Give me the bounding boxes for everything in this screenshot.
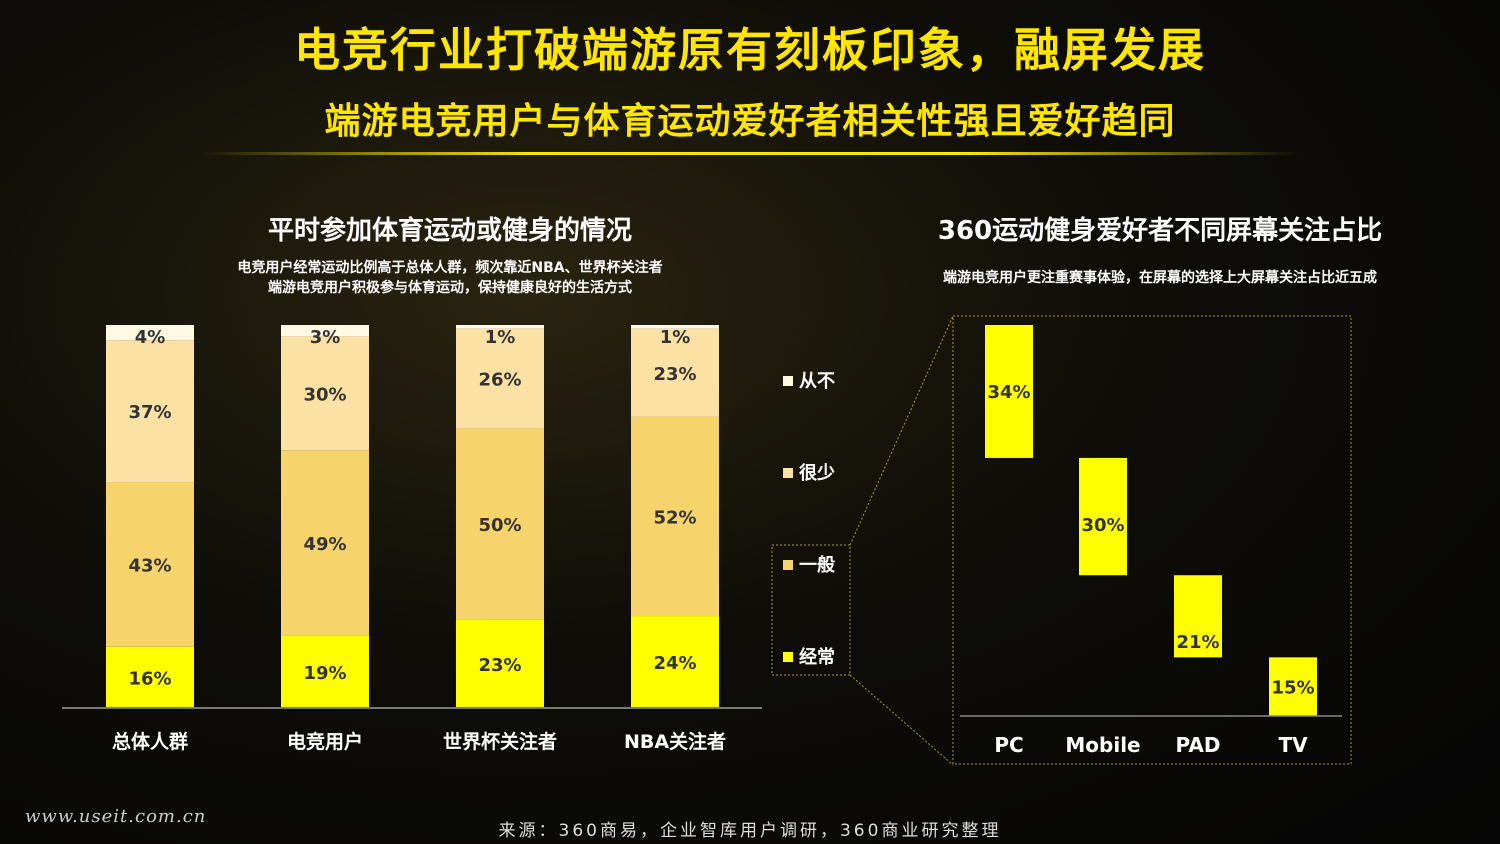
legend-label: 一般	[799, 554, 835, 576]
category-label: 电竞用户	[287, 730, 363, 753]
screen-category-label: TV	[1278, 733, 1308, 757]
data-label: 23%	[653, 364, 696, 385]
screen-data-label: 34%	[987, 382, 1030, 403]
bar-segment	[281, 325, 369, 337]
screen-bar	[1079, 457, 1127, 576]
bar-segment	[631, 328, 719, 417]
screen-bar	[1269, 657, 1317, 716]
data-label: 49%	[303, 534, 346, 555]
screen-category-label: Mobile	[1065, 733, 1140, 757]
screen-chart-frame	[952, 315, 1352, 765]
data-label: 23%	[478, 655, 521, 676]
screen-bar	[1174, 575, 1222, 658]
legend-label: 很少	[799, 462, 835, 484]
data-label: 50%	[478, 515, 521, 536]
page-title: 电竞行业打破端游原有刻板印象，融屏发展	[294, 23, 1206, 77]
bar-segment	[106, 482, 194, 647]
connector-line	[849, 315, 954, 546]
category-label: 世界杯关注者	[443, 730, 557, 753]
bar-segment	[456, 619, 544, 708]
source-note: 来源：360商易，企业智库用户调研，360商业研究整理	[498, 821, 1002, 841]
screen-bar	[985, 325, 1033, 458]
bar-segment	[456, 328, 544, 429]
bar-segment	[631, 616, 719, 708]
title-divider	[200, 152, 1300, 155]
data-label: 4%	[135, 327, 166, 348]
data-label: 24%	[653, 653, 696, 674]
screen-data-label: 15%	[1271, 677, 1314, 698]
legend-label: 经常	[799, 646, 835, 668]
bar-segment	[281, 450, 369, 636]
data-label: 1%	[660, 327, 691, 348]
legend-swatch	[783, 376, 793, 386]
left-chart-note-1: 电竞用户经常运动比例高于总体人群，频次靠近NBA、世界杯关注者	[237, 260, 663, 276]
connector-line	[849, 674, 954, 766]
legend-swatch	[783, 468, 793, 478]
watermark: www.useit.com.cn	[25, 806, 207, 827]
legend-swatch	[783, 652, 793, 662]
bar-segment	[281, 635, 369, 708]
legend-label: 从不	[799, 371, 835, 392]
left-chart-note-2: 端游电竞用户积极参与体育运动，保持健康良好的生活方式	[268, 280, 632, 296]
data-label: 43%	[128, 555, 171, 576]
bar-segment	[631, 416, 719, 617]
screen-category-label: PC	[994, 733, 1023, 757]
right-chart-title: 360运动健身爱好者不同屏幕关注占比	[937, 216, 1383, 246]
category-label: NBA关注者	[624, 730, 726, 753]
left-chart-title: 平时参加体育运动或健身的情况	[267, 216, 632, 246]
category-label: 总体人群	[112, 730, 188, 753]
bar-segment	[281, 336, 369, 451]
bar-segment	[631, 325, 719, 329]
bar-segment	[456, 325, 544, 329]
screen-category-label: PAD	[1176, 733, 1221, 757]
bar-segment	[106, 340, 194, 483]
data-label: 19%	[303, 663, 346, 684]
bar-segment	[456, 428, 544, 620]
data-label: 3%	[310, 327, 341, 348]
bar-segment	[106, 646, 194, 708]
data-label: 16%	[128, 668, 171, 689]
data-label: 52%	[653, 508, 696, 529]
data-label: 37%	[128, 402, 171, 423]
bar-segment	[106, 325, 194, 341]
data-label: 1%	[485, 327, 516, 348]
right-chart-note: 端游电竞用户更注重赛事体验，在屏幕的选择上大屏幕关注占比近五成	[943, 270, 1377, 286]
screen-data-label: 30%	[1081, 515, 1124, 536]
page-subtitle: 端游电竞用户与体育运动爱好者相关性强且爱好趋同	[324, 101, 1176, 142]
data-label: 30%	[303, 384, 346, 405]
screen-data-label: 21%	[1176, 632, 1219, 653]
legend-swatch	[783, 560, 793, 570]
data-label: 26%	[478, 370, 521, 391]
